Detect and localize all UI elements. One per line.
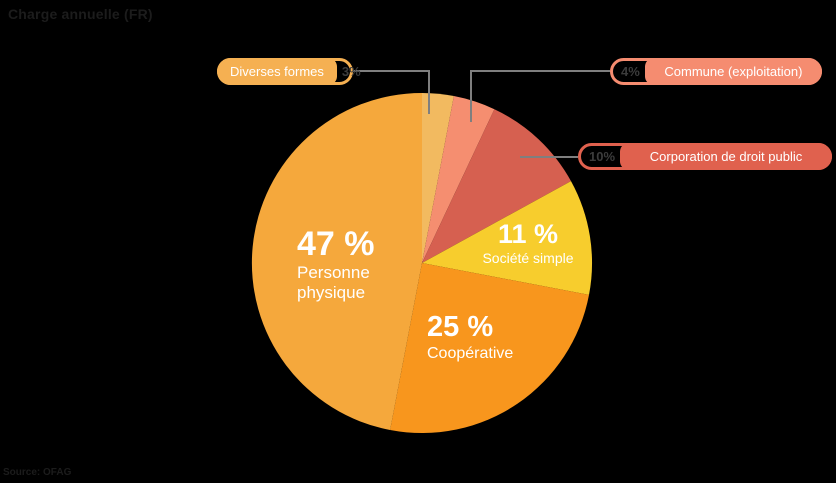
pie-label-cooperative: 25 % Coopérative — [427, 311, 514, 363]
percent-value: 11 % — [497, 219, 559, 249]
category-label: Coopérative — [427, 344, 514, 362]
category-label: Personne — [297, 263, 370, 283]
legend-pill-diverses-formes: Diverses formes 3% — [217, 58, 361, 85]
category-label: Diverses formes — [230, 64, 324, 79]
source-note: Source: OFAG — [3, 467, 72, 478]
callout-connector-corporation-h — [520, 156, 578, 158]
legend-pill-commune-exploitation: 4% Commune (exploitation) — [610, 58, 822, 85]
callout-connector-diverses-h — [350, 70, 430, 72]
pie-slice-cooperative — [390, 263, 589, 434]
callout-connector-commune-v — [470, 70, 472, 122]
legend-pill-label: Corporation de droit public — [620, 143, 832, 170]
callout-connector-diverses-v — [428, 70, 430, 114]
pie-slice-corporation-de-droit-public — [422, 109, 571, 263]
pie-slice-diverses-formes — [422, 92, 454, 263]
percent-badge: 3% — [341, 64, 361, 79]
pie-slice-societe-simple — [422, 181, 593, 295]
pie-label-personne-physique: 47 % Personne physique — [297, 225, 375, 303]
category-label: Société simple — [482, 249, 574, 266]
legend-pill-corporation-droit-public: 10% Corporation de droit public — [578, 143, 832, 170]
pie-slice-commune-exploitation — [422, 96, 495, 263]
percent-badge: 4% — [621, 64, 640, 79]
percent-badge: 10% — [589, 149, 616, 164]
category-label: physique — [297, 283, 366, 303]
chart-title: Charge annuelle (FR) — [8, 6, 153, 22]
callout-connector-commune-h — [470, 70, 610, 72]
percent-value: 47 % — [297, 225, 375, 263]
pie-slice-personne-physique — [251, 92, 422, 430]
legend-pill-label: Diverses formes — [217, 58, 337, 85]
legend-pill-label: Commune (exploitation) — [644, 58, 822, 85]
category-label: Commune (exploitation) — [664, 64, 803, 79]
percent-value: 25 % — [427, 311, 494, 343]
pie-label-societe-simple: 11 % Société simple — [467, 219, 589, 267]
category-label: Corporation de droit public — [649, 149, 803, 164]
